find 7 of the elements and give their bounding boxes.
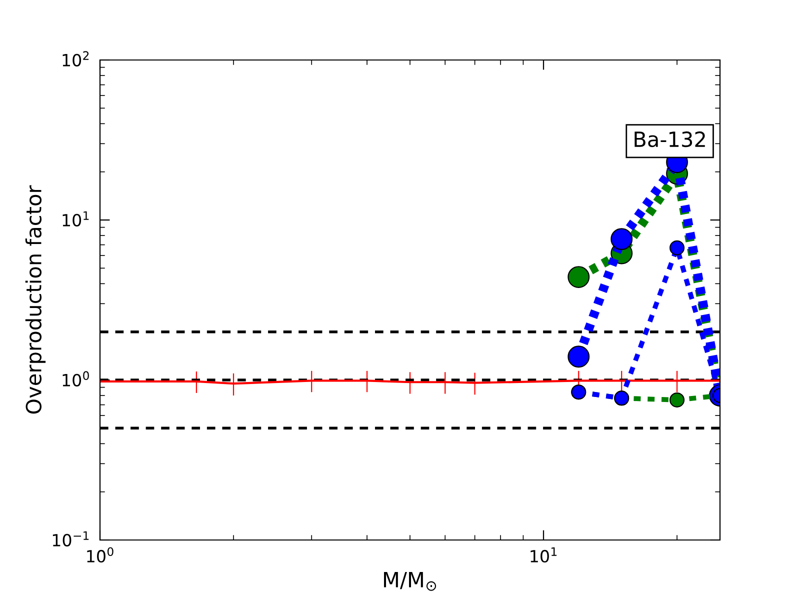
y-tick-label: 10$^{0}$ xyxy=(62,371,89,386)
y-axis-title: Overproduction factor xyxy=(25,185,46,414)
y-tick-label: 10$^{1}$ xyxy=(62,211,89,226)
y-tick-label: 10$^{−1}$ xyxy=(52,531,89,546)
x-axis-title: M/M$_{⊙}$ xyxy=(384,572,436,591)
annotation: Ba-132 xyxy=(634,131,705,148)
y-tick-label: 10$^{2}$ xyxy=(62,51,89,66)
